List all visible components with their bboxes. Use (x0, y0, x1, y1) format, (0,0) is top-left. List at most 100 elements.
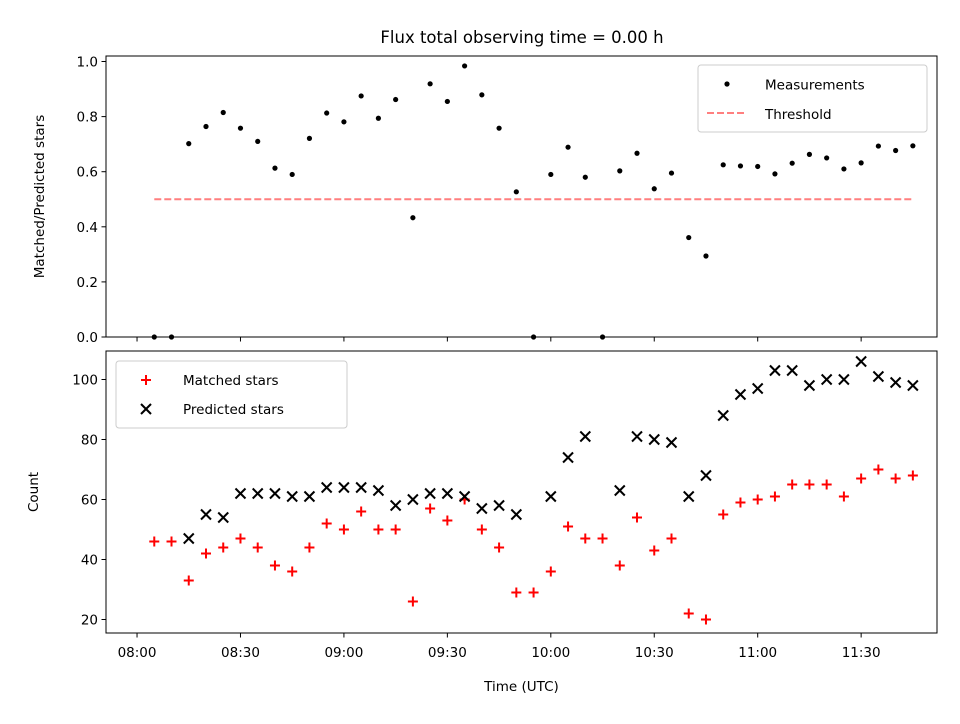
measurement-point (858, 160, 864, 166)
measurement-point (755, 163, 761, 170)
matched-star-point (304, 542, 315, 553)
predicted-star-point-b (769, 364, 781, 377)
predicted-star-point (734, 388, 747, 401)
legend-predicted-label: Predicted stars (183, 402, 284, 418)
measurement-point (255, 138, 261, 145)
matched-star-point (649, 545, 660, 556)
predicted-star-point (269, 487, 281, 500)
matched-star-point (235, 533, 246, 544)
predicted-star-point-b (441, 487, 454, 500)
predicted-star-point (838, 373, 850, 386)
matched-star-point (821, 479, 832, 490)
count-panel: 20 40 60 80 100 08:00 08:30 09:00 09:30 10:00 10:… (26, 350, 938, 695)
chart-title: Flux total observing time = 0.00 h (380, 28, 663, 47)
legend-measurements-marker (724, 81, 730, 87)
matched-star-point (666, 533, 677, 544)
count-y-tick-label: 100 (72, 373, 98, 389)
predicted-star-point-b (700, 469, 712, 482)
predicted-star-point (717, 409, 729, 422)
legend-matched-label: Matched stars (183, 373, 279, 389)
predicted-star-point-b (424, 487, 436, 500)
matched-star-point (735, 497, 746, 508)
measurement-point (410, 215, 416, 221)
ratio-panel: 0.0 0.2 0.4 0.6 0.8 1.0 Matched/Predicted sta… (32, 55, 938, 346)
measurement-point (565, 144, 571, 150)
count-plot-frame (105, 350, 938, 634)
predicted-star-point-b (631, 430, 643, 443)
count-legend: Matched stars Predicted stars (115, 360, 348, 429)
predicted-star-point (476, 502, 488, 515)
measurement-point (548, 171, 554, 178)
matched-star-point (580, 533, 591, 544)
measurement-point (617, 168, 623, 174)
predicted-star-point-b (372, 484, 385, 497)
ratio-plot-frame (105, 55, 938, 338)
ratio-y-tick-label: 0.6 (77, 165, 98, 181)
measurement-point (289, 171, 295, 178)
predicted-star-point (303, 490, 316, 503)
matched-star-point (425, 503, 436, 514)
measurement-point (306, 135, 313, 141)
measurement-point (668, 170, 675, 176)
matched-star-point (252, 542, 263, 553)
predicted-star-point-b (907, 379, 919, 392)
count-y-tick-label: 20 (81, 613, 98, 629)
predicted-star-point-b (389, 499, 402, 512)
matched-star-point (442, 515, 453, 526)
predicted-star-point-b (407, 493, 419, 506)
predicted-star-point-b (200, 508, 212, 521)
matched-star-point (373, 524, 384, 535)
measurement-point (582, 174, 588, 180)
matched-star-point (528, 587, 539, 598)
ratio-y-tick-label: 0.8 (77, 110, 98, 126)
predicted-star-point-b (510, 508, 523, 521)
predicted-star-point (441, 487, 454, 500)
predicted-star-point (200, 508, 212, 521)
matched-star-point (563, 521, 574, 532)
count-x-tick-label: 08:30 (221, 645, 260, 661)
predicted-star-point (458, 490, 471, 503)
matched-star-point (545, 566, 556, 577)
predicted-star-point-b (579, 430, 591, 443)
predicted-star-point-b (820, 373, 833, 386)
measurement-point (324, 110, 330, 116)
count-x-tick-label: 10:30 (635, 645, 674, 661)
count-y-tick-label: 60 (81, 493, 98, 509)
predicted-star-point (372, 484, 385, 497)
predicted-star-point (407, 493, 419, 506)
measurement-point (772, 171, 778, 177)
predicted-star-point-b (355, 481, 367, 494)
measurement-point (444, 98, 450, 105)
predicted-star-point-b (889, 376, 902, 389)
predicted-star-point-b (855, 355, 867, 368)
matched-star-point (752, 494, 763, 505)
matched-star-point (838, 491, 849, 502)
predicted-star-point (389, 499, 402, 512)
matched-star-point (769, 491, 780, 502)
predicted-star-point (631, 430, 643, 443)
predicted-star-point-b (648, 433, 660, 446)
measurement-point (806, 151, 813, 157)
matched-star-point (597, 533, 608, 544)
predicted-star-point-b (286, 490, 298, 503)
predicted-star-point (614, 484, 626, 497)
predicted-star-point (217, 511, 229, 524)
predicted-star-point (889, 376, 902, 389)
matched-star-point (683, 608, 694, 619)
predicted-star-point (493, 499, 505, 512)
measurement-point (341, 119, 347, 125)
predicted-star-point (562, 451, 574, 464)
predicted-star-point (252, 487, 264, 500)
matched-star-point (614, 560, 625, 571)
ratio-y-tick-label: 1.0 (77, 55, 98, 71)
measurement-point (375, 115, 382, 121)
measurement-point (393, 96, 399, 103)
count-y-tick-label: 80 (81, 433, 98, 449)
matched-star-point (856, 473, 867, 484)
predicted-star-point-b (734, 388, 747, 401)
measurement-point (875, 143, 881, 149)
predicted-star-point (786, 364, 798, 377)
count-marks (149, 355, 919, 625)
count-y-axis-label: Count (26, 472, 42, 512)
